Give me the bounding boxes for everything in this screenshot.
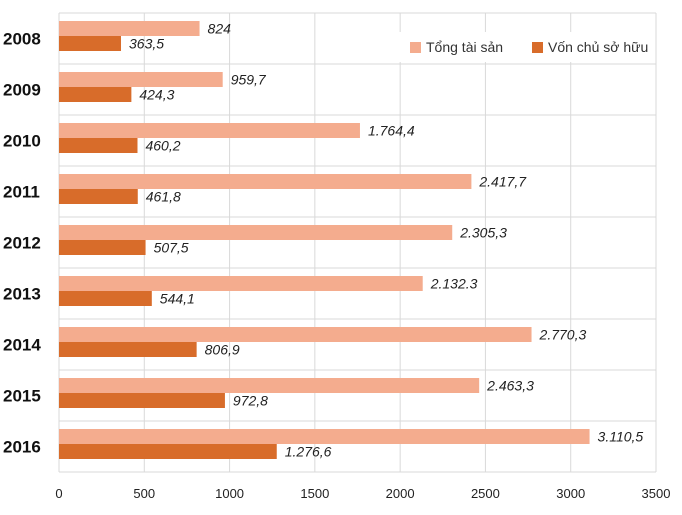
legend-swatch-total-assets — [410, 42, 421, 53]
bar-total-assets — [59, 225, 453, 240]
value-axis: 0 500 1000 1500 2000 2500 3000 3500 — [55, 486, 670, 501]
category-label: 2009 — [3, 81, 41, 100]
bar-total-assets — [59, 21, 200, 36]
grid-lines — [58, 12, 657, 473]
category-label: 2011 — [3, 183, 40, 202]
data-labels: 824 363,5 959,7 424,3 1.764,4 460,2 2.417,7 461… — [129, 21, 643, 460]
bar-total-assets — [59, 174, 472, 189]
bar-total-assets — [59, 429, 590, 444]
bar-equity — [59, 87, 132, 102]
bar-value-label: 2.417,7 — [478, 174, 527, 190]
bars — [59, 21, 590, 459]
category-label: 2012 — [3, 234, 41, 253]
legend-background — [398, 32, 652, 62]
bar-total-assets — [59, 378, 480, 393]
bar-equity — [59, 240, 146, 255]
x-tick-label: 3500 — [642, 486, 671, 501]
bar-value-label: 1.764,4 — [368, 123, 415, 139]
x-tick-label: 1500 — [300, 486, 329, 501]
x-tick-label: 500 — [133, 486, 155, 501]
x-tick-label: 2500 — [471, 486, 500, 501]
bar-value-label: 507,5 — [154, 240, 189, 256]
x-tick-label: 3000 — [556, 486, 585, 501]
legend-swatch-equity — [532, 42, 543, 53]
bar-equity — [59, 189, 138, 204]
category-label: 2016 — [3, 438, 41, 457]
x-tick-label: 2000 — [386, 486, 415, 501]
bar-value-label: 461,8 — [146, 189, 181, 205]
x-tick-label: 0 — [55, 486, 62, 501]
x-tick-label: 1000 — [215, 486, 244, 501]
legend-label-total-assets: Tổng tài sản — [426, 39, 503, 55]
bar-total-assets — [59, 72, 223, 87]
bar-value-label: 959,7 — [231, 72, 267, 88]
bar-total-assets — [59, 276, 423, 291]
bar-equity — [59, 393, 225, 408]
bar-value-label: 972,8 — [233, 393, 268, 409]
category-label: 2013 — [3, 285, 41, 304]
bar-equity — [59, 138, 138, 153]
bar-equity — [59, 36, 122, 51]
bar-value-label: 2.463,3 — [486, 378, 534, 394]
category-label: 2010 — [3, 132, 41, 151]
bar-value-label: 363,5 — [129, 36, 164, 52]
bar-value-label: 824 — [208, 21, 232, 37]
bar-value-label: 544,1 — [160, 291, 195, 307]
bar-value-label: 2.132.3 — [430, 276, 478, 292]
bar-total-assets — [59, 327, 532, 342]
bar-equity — [59, 444, 277, 459]
category-label: 2008 — [3, 30, 41, 49]
bar-value-label: 806,9 — [205, 342, 240, 358]
bar-value-label: 3.110,5 — [598, 429, 644, 445]
category-label: 2015 — [3, 387, 41, 406]
bar-value-label: 1.276,6 — [285, 444, 332, 460]
bar-value-label: 2.305,3 — [459, 225, 507, 241]
category-label: 2014 — [3, 336, 41, 355]
bar-value-label: 424,3 — [139, 87, 174, 103]
legend-label-equity: Vốn chủ sở hữu — [548, 39, 648, 55]
bar-equity — [59, 291, 152, 306]
category-axis: 2008 2009 2010 2011 2012 2013 2014 2015 2016 — [3, 30, 41, 457]
bar-value-label: 2.770,3 — [539, 327, 587, 343]
bar-equity — [59, 342, 197, 357]
legend: Tổng tài sản Vốn chủ sở hữu — [398, 32, 652, 62]
bar-total-assets — [59, 123, 360, 138]
bar-value-label: 460,2 — [145, 138, 180, 154]
